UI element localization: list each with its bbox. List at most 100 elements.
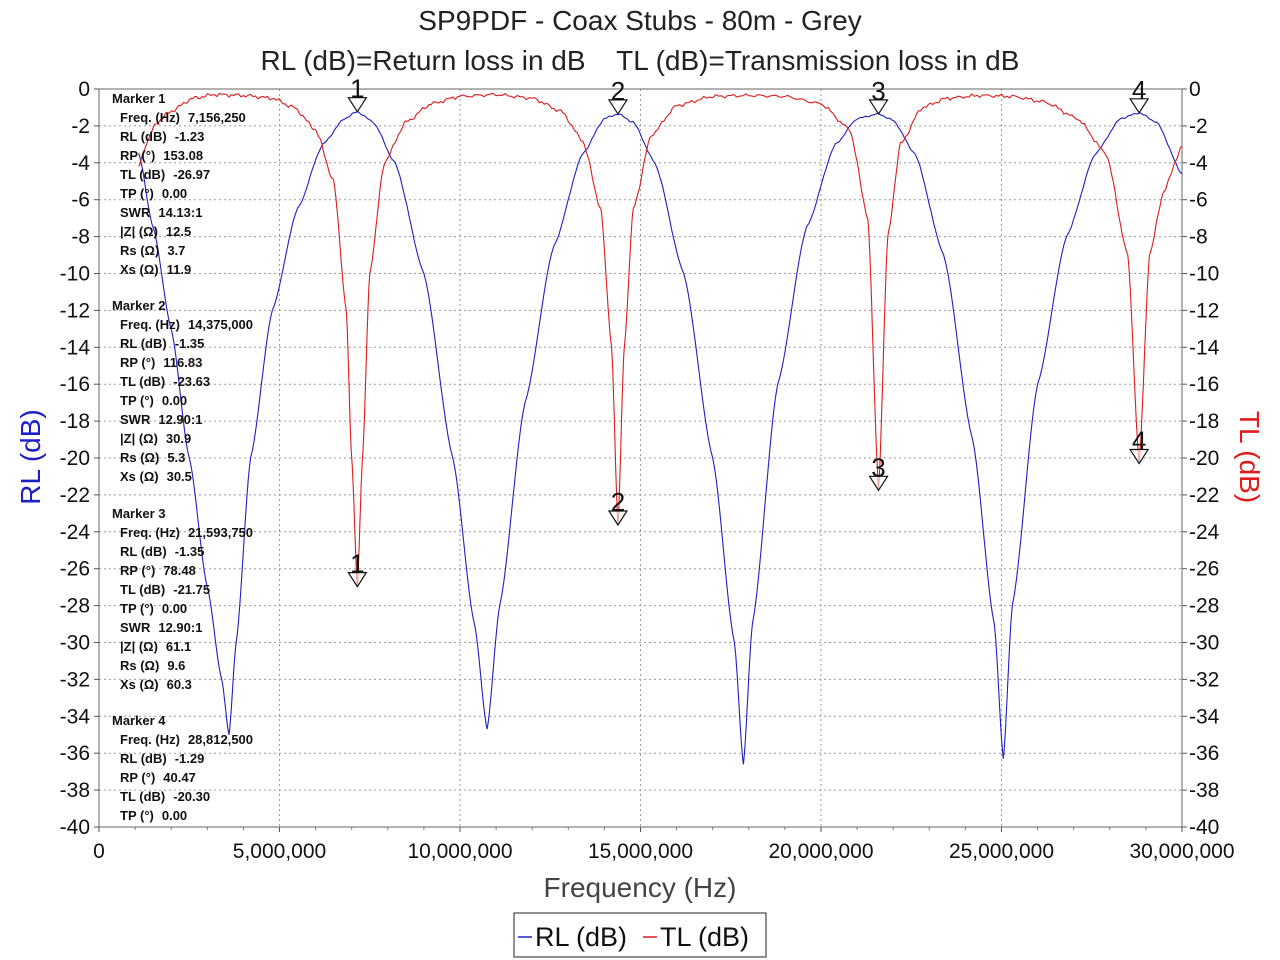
y-tick-label-left: -38 xyxy=(60,779,90,802)
marker-row: TL (dB) -20.30 xyxy=(120,789,210,804)
marker-number-rl: 3 xyxy=(871,76,885,106)
marker-number-rl: 2 xyxy=(611,76,625,106)
y-tick-label-left: -30 xyxy=(60,632,90,655)
marker-row-label: TL (dB) xyxy=(120,789,165,804)
y-axis-title-right: TL (dB) xyxy=(1234,411,1265,503)
y-tick-label-left: -36 xyxy=(60,742,90,765)
y-tick-label-right: -4 xyxy=(1189,152,1208,175)
y-tick-label-left: -16 xyxy=(60,373,90,396)
marker-row: RP (°) 40.47 xyxy=(120,770,196,785)
marker-triangle-rl xyxy=(607,99,629,116)
marker-row-label: TL (dB) xyxy=(120,582,165,597)
marker-row: TL (dB) -21.75 xyxy=(120,582,210,597)
x-tick-label: 10,000,000 xyxy=(407,840,512,863)
marker-row: RP (°) 153.08 xyxy=(120,148,203,163)
marker-row: Freq. (Hz) 28,812,500 xyxy=(120,732,253,747)
y-tick-label-right: -14 xyxy=(1189,336,1220,359)
y-tick-label-left: -18 xyxy=(60,410,90,433)
marker-row: Freq. (Hz) 7,156,250 xyxy=(120,110,246,125)
marker-row-label: RL (dB) xyxy=(120,129,167,144)
marker-row-value: -1.35 xyxy=(175,544,205,559)
marker-row-label: Xs (Ω) xyxy=(120,262,159,277)
marker-row-label: RL (dB) xyxy=(120,544,167,559)
marker-row: SWR 12.90:1 xyxy=(120,412,202,427)
y-tick-label-right: -26 xyxy=(1189,558,1219,581)
marker-row-value: 0.00 xyxy=(162,601,187,616)
marker-number-rl: 1 xyxy=(350,74,364,104)
marker-row-value: 11.9 xyxy=(167,262,192,277)
marker-row-value: 21,593,750 xyxy=(188,525,253,540)
y-tick-label-left: -28 xyxy=(60,595,90,618)
marker-row-value: 30.9 xyxy=(166,431,191,446)
marker-row-label: |Z| (Ω) xyxy=(120,224,158,239)
marker-row: TP (°) 0.00 xyxy=(120,808,187,823)
marker-number-tl: 1 xyxy=(350,549,364,579)
marker-row-label: RP (°) xyxy=(120,563,155,578)
marker-row: RL (dB) -1.35 xyxy=(120,544,204,559)
marker-row-value: 12.5 xyxy=(166,224,191,239)
y-tick-label-left: -4 xyxy=(71,152,90,175)
marker-row-label: Xs (Ω) xyxy=(120,677,159,692)
marker-points: 1 1 2 2 3 3 4 4 xyxy=(347,74,1150,588)
marker-row-value: -26.97 xyxy=(173,167,210,182)
y-tick-label-left: -24 xyxy=(60,521,91,544)
y-tick-label-left: -34 xyxy=(60,705,91,728)
marker-row: Rs (Ω) 3.7 xyxy=(120,243,185,258)
marker-row: Freq. (Hz) 14,375,000 xyxy=(120,317,253,332)
marker-row-label: RP (°) xyxy=(120,355,155,370)
marker-row-label: Freq. (Hz) xyxy=(120,525,180,540)
marker-row-label: Freq. (Hz) xyxy=(120,317,180,332)
y-tick-label-right: -10 xyxy=(1189,263,1219,286)
marker-row-value: 28,812,500 xyxy=(188,732,253,747)
legend-label-rl: RL (dB) xyxy=(535,922,627,952)
marker-row-label: TP (°) xyxy=(120,808,154,823)
marker-row: Xs (Ω) 30.5 xyxy=(120,469,192,484)
marker-row-value: 61.1 xyxy=(166,639,191,654)
x-tick-label: 30,000,000 xyxy=(1129,840,1234,863)
y-tick-label-right: -16 xyxy=(1189,373,1219,396)
marker-row: RP (°) 78.48 xyxy=(120,563,196,578)
y-tick-label-right: -32 xyxy=(1189,668,1219,691)
y-tick-label-left: -12 xyxy=(60,299,90,322)
marker-row-value: 78.48 xyxy=(163,563,196,578)
marker-row-value: 14.13:1 xyxy=(158,205,202,220)
marker-row: Rs (Ω) 5.3 xyxy=(120,450,185,465)
marker-triangle-tl xyxy=(868,475,889,492)
y-tick-label-left: -26 xyxy=(60,558,90,581)
axis-ticks: 0 0 -2 -2 -4 -4 -6 -6 -8 -8 -10 -10 -12 -12 -14 -14 -16 -… xyxy=(60,78,1235,863)
y-tick-label-right: -20 xyxy=(1189,447,1219,470)
series-lines xyxy=(138,92,1183,765)
marker-row-value: 12.90:1 xyxy=(158,620,202,635)
legend: RL (dB) TL (dB) xyxy=(513,912,767,958)
y-tick-label-right: 0 xyxy=(1189,78,1201,101)
x-tick-label: 5,000,000 xyxy=(233,840,326,863)
marker-row-label: |Z| (Ω) xyxy=(120,639,158,654)
marker-row-label: Rs (Ω) xyxy=(120,450,159,465)
y-tick-label-right: -28 xyxy=(1189,595,1219,618)
y-tick-label-left: -14 xyxy=(60,336,91,359)
marker-row-value: 0.00 xyxy=(162,808,187,823)
marker-number-tl: 2 xyxy=(611,487,625,517)
marker-row-value: 116.83 xyxy=(163,355,202,370)
marker-triangle-rl xyxy=(347,97,368,113)
y-tick-label-right: -8 xyxy=(1189,226,1208,249)
marker-row-value: -23.63 xyxy=(173,374,210,389)
y-tick-label-left: -6 xyxy=(71,189,90,212)
marker-row: Rs (Ω) 9.6 xyxy=(120,658,185,673)
marker-block-title: Marker 4 xyxy=(112,713,166,728)
marker-block-title: Marker 3 xyxy=(112,506,165,521)
x-tick-label: 0 xyxy=(93,840,105,863)
marker-triangle-rl xyxy=(1129,98,1150,114)
legend-label-tl: TL (dB) xyxy=(660,922,749,952)
y-tick-label-right: -22 xyxy=(1189,484,1219,507)
x-tick-label: 15,000,000 xyxy=(588,840,693,863)
marker-row: |Z| (Ω) 61.1 xyxy=(120,639,191,654)
marker-row-value: 0.00 xyxy=(162,393,187,408)
marker-row-value: 30.5 xyxy=(167,469,192,484)
marker-number-rl: 4 xyxy=(1132,75,1146,105)
marker-row-label: SWR xyxy=(120,620,151,635)
y-tick-label-right: -2 xyxy=(1189,115,1208,138)
marker-row: RL (dB) -1.29 xyxy=(120,751,204,766)
